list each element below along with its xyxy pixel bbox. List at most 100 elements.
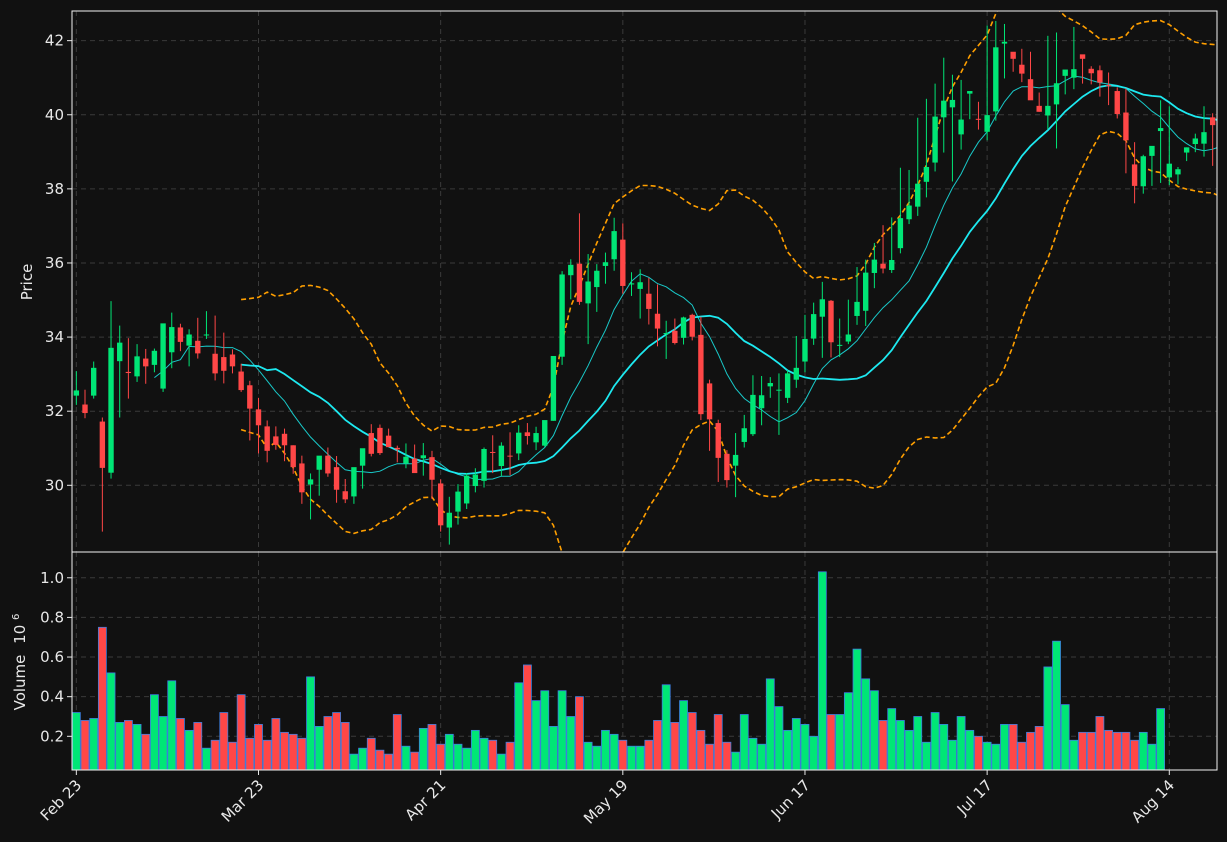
volume-bar — [1060, 704, 1070, 770]
candle — [255, 397, 262, 454]
volume-bar — [956, 716, 966, 770]
candle-body — [1201, 132, 1207, 144]
volume-bar — [297, 737, 307, 770]
candle — [1123, 88, 1129, 174]
price-tick-label: 36 — [45, 254, 64, 272]
candle — [889, 217, 895, 273]
candle-body — [264, 426, 270, 451]
candle-body — [923, 167, 930, 182]
candle-body — [316, 455, 322, 470]
volume-bar — [366, 737, 376, 770]
candle — [628, 272, 635, 296]
volume-bar — [97, 626, 107, 770]
candle-body — [672, 330, 678, 344]
price-tick-label: 34 — [45, 328, 64, 346]
candle-body — [967, 91, 973, 94]
candle-body — [793, 367, 799, 380]
volume-bar — [843, 692, 853, 770]
volume-bar — [635, 745, 645, 770]
candle-body — [307, 479, 314, 485]
volume-bar — [653, 720, 662, 770]
volume-bar — [913, 716, 923, 770]
candle-body — [767, 383, 773, 387]
candle — [90, 361, 97, 399]
price-tick-label: 38 — [45, 180, 64, 198]
candle — [784, 370, 791, 404]
candle-body — [99, 421, 106, 468]
candle-body — [802, 338, 808, 362]
candle-body — [576, 263, 583, 302]
volume-bar — [375, 749, 385, 770]
candle — [1071, 26, 1077, 90]
candle-body — [1123, 112, 1129, 141]
candle — [1027, 51, 1034, 101]
volume-bar — [757, 743, 766, 770]
candle — [134, 344, 140, 382]
volume-bar — [176, 718, 185, 770]
candle-body — [941, 100, 947, 118]
candle-body — [845, 334, 852, 342]
candle — [689, 313, 695, 341]
volume-bar — [948, 739, 957, 770]
volume-tick-label: 1.0 — [40, 569, 64, 587]
candle-body — [594, 270, 600, 288]
volume-tick-label: 0.4 — [40, 688, 64, 706]
volume-axis-label: Volume 10 6 — [11, 614, 29, 711]
candle-body — [932, 116, 938, 163]
candle — [264, 420, 270, 463]
candle — [984, 25, 990, 141]
candle — [941, 57, 947, 153]
candle — [993, 21, 999, 121]
candle-body — [828, 300, 834, 343]
candle-body — [1157, 128, 1164, 132]
volume-bar — [488, 739, 498, 770]
candle — [108, 301, 114, 479]
candle-body — [1166, 163, 1172, 178]
candle-body — [255, 409, 262, 426]
volume-bar — [184, 729, 194, 770]
candle — [533, 426, 539, 451]
candle-body — [229, 354, 236, 367]
candle — [1183, 147, 1190, 162]
candle-body — [637, 282, 643, 289]
candle-body — [299, 463, 305, 493]
candle — [1019, 48, 1025, 83]
volume-bar — [167, 680, 177, 770]
candle — [1114, 87, 1120, 119]
candle — [186, 329, 192, 367]
candle-body — [854, 301, 860, 316]
volume-tick-label: 0.2 — [40, 727, 64, 745]
volume-tick-label: 0.8 — [40, 608, 64, 626]
candle-body — [1088, 68, 1094, 74]
candle — [576, 213, 583, 305]
candle-body — [143, 358, 149, 367]
candle — [99, 417, 106, 532]
candle-body — [993, 47, 999, 112]
volume-bar — [470, 729, 480, 770]
volume-bar — [1104, 729, 1113, 770]
candle-body — [533, 433, 539, 443]
volume-bar — [982, 741, 992, 770]
volume-bar — [1043, 666, 1053, 770]
volume-bar — [739, 714, 749, 770]
volume-bar — [254, 724, 263, 770]
volume-bar — [271, 718, 281, 770]
candle — [949, 74, 956, 182]
candle — [1201, 106, 1207, 157]
candle — [316, 455, 322, 496]
candle-body — [437, 483, 444, 526]
candle — [203, 311, 210, 339]
volume-bar — [479, 737, 489, 770]
candle — [446, 496, 453, 545]
candle-body — [247, 385, 253, 409]
candle-body — [1097, 70, 1103, 83]
candle-body — [750, 394, 756, 435]
candle-body — [359, 448, 366, 466]
candle — [975, 101, 982, 130]
volume-bar — [817, 571, 827, 770]
candle — [1131, 142, 1138, 204]
candle — [767, 377, 773, 398]
candle-body — [516, 432, 522, 454]
volume-bar — [349, 753, 359, 770]
candle-body — [1192, 138, 1199, 145]
